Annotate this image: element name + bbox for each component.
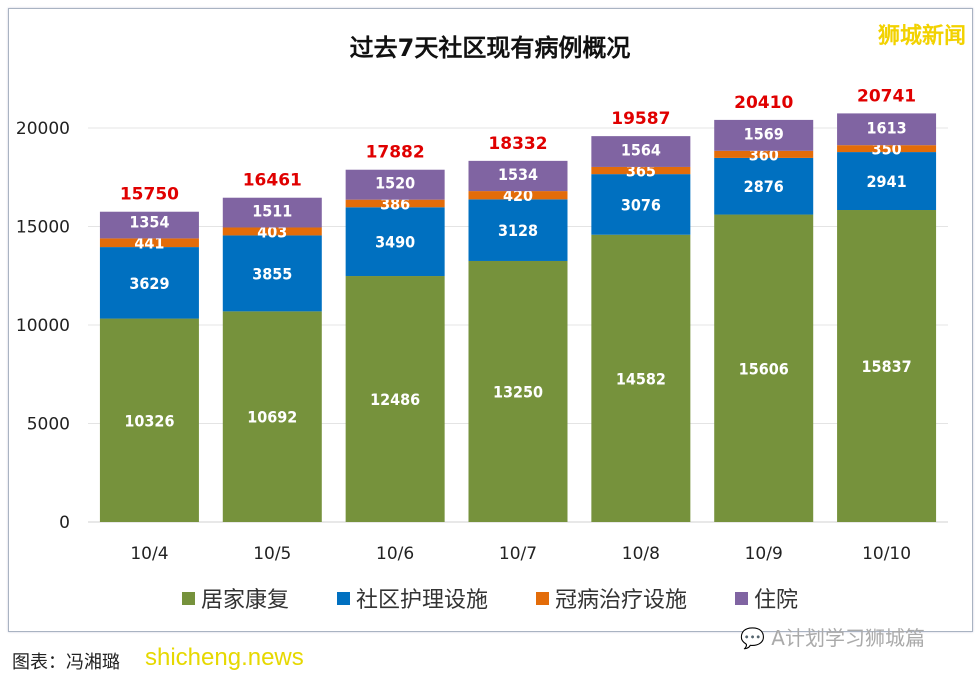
- total-label: 15750: [120, 185, 179, 205]
- data-label: 15837: [862, 357, 912, 376]
- watermark-bottom-text: A计划学习狮城篇: [771, 626, 925, 650]
- bar-segment: [345, 199, 445, 208]
- bar-segment: [99, 238, 199, 248]
- data-label: 1564: [621, 141, 661, 160]
- x-tick-label: 10/8: [622, 544, 660, 564]
- data-label: 441: [134, 234, 164, 253]
- data-label: 10326: [124, 411, 174, 430]
- legend-item: 住院: [735, 582, 798, 614]
- legend-label: 居家康复: [200, 588, 289, 613]
- data-label: 1569: [744, 124, 784, 143]
- bar-segment: [714, 119, 814, 151]
- data-label: 2876: [744, 177, 784, 196]
- legend-item: 社区护理设施: [336, 582, 488, 614]
- data-label: 1534: [498, 165, 538, 184]
- legend-swatch: [735, 591, 749, 605]
- watermark-top: 狮城新闻: [877, 24, 966, 49]
- bar-segment: [714, 214, 814, 522]
- bar-segment: [591, 136, 691, 167]
- data-label: 3629: [129, 274, 169, 293]
- bar-segment: [714, 150, 814, 158]
- legend-item: 居家康复: [181, 582, 289, 614]
- data-label: 1520: [375, 173, 415, 192]
- bar-segment: [591, 166, 691, 175]
- bar-segment: [468, 260, 568, 522]
- watermark-bottom: 💬 A计划学习狮城篇: [740, 626, 925, 650]
- bar-segment: [468, 160, 568, 192]
- total-label: 20741: [857, 86, 916, 106]
- legend-label: 住院: [754, 588, 799, 613]
- caption-overlay: shicheng.news: [145, 644, 304, 671]
- data-label: 15606: [739, 359, 789, 378]
- bar-segment: [837, 210, 937, 522]
- total-label: 16461: [243, 171, 302, 191]
- y-tick-label: 20000: [16, 119, 70, 139]
- data-label: 2941: [867, 172, 907, 191]
- legend-label: 冠病治疗设施: [555, 588, 688, 613]
- chart-title: 过去7天社区现有病例概况: [349, 34, 631, 62]
- total-label: 20410: [734, 93, 793, 113]
- chart-frame: [8, 8, 973, 632]
- data-label: 3490: [375, 233, 415, 252]
- bar-segment: [837, 145, 937, 153]
- bar-segment: [345, 276, 445, 522]
- data-label: 13250: [493, 382, 543, 401]
- data-label: 10692: [247, 408, 297, 427]
- bar-segment: [222, 227, 322, 236]
- total-label: 18332: [488, 134, 547, 154]
- bar-segment: [468, 191, 568, 200]
- bar-segment: [99, 318, 199, 522]
- bar-segment: [591, 234, 691, 522]
- y-tick-label: 5000: [27, 415, 70, 435]
- legend-swatch: [336, 591, 350, 605]
- y-tick-label: 10000: [16, 316, 70, 336]
- x-tick-label: 10/6: [376, 544, 414, 564]
- data-label: 3128: [498, 221, 538, 240]
- bar-segment: [714, 157, 814, 215]
- x-tick-label: 10/10: [862, 544, 911, 564]
- x-tick-label: 10/7: [499, 544, 537, 564]
- bar-segment: [468, 199, 568, 261]
- x-tick-label: 10/5: [253, 544, 291, 564]
- legend-swatch: [536, 591, 549, 605]
- data-label: 3855: [252, 264, 292, 283]
- total-label: 17882: [366, 143, 425, 163]
- x-tick-label: 10/9: [745, 544, 783, 564]
- bar-segment: [222, 235, 322, 312]
- bar-segment: [345, 169, 445, 200]
- bar-segment: [222, 197, 322, 228]
- bar-segment: [99, 211, 199, 239]
- bar-segment: [837, 152, 937, 211]
- bar-segment: [99, 247, 199, 319]
- data-label: 1613: [867, 119, 907, 138]
- legend-swatch: [181, 591, 195, 605]
- bar-segment: [222, 311, 322, 522]
- legend-item: 冠病治疗设施: [536, 582, 687, 614]
- data-label: 14582: [616, 369, 666, 388]
- data-label: 3076: [621, 195, 661, 214]
- bar-segment: [345, 207, 445, 277]
- bar-segment: [591, 174, 691, 235]
- legend: 居家康复 社区护理设施 冠病治疗设施 住院: [0, 582, 980, 614]
- y-tick-label: 15000: [16, 218, 70, 238]
- data-label: 1511: [252, 201, 292, 220]
- data-label: 12486: [370, 390, 420, 409]
- x-tick-label: 10/4: [130, 544, 168, 564]
- caption: 图表：冯湘璐: [12, 652, 120, 673]
- data-label: 1354: [129, 213, 169, 232]
- y-tick-label: 0: [59, 513, 70, 533]
- legend-label: 社区护理设施: [355, 588, 488, 613]
- total-label: 19587: [611, 109, 670, 129]
- bar-segment: [837, 113, 937, 146]
